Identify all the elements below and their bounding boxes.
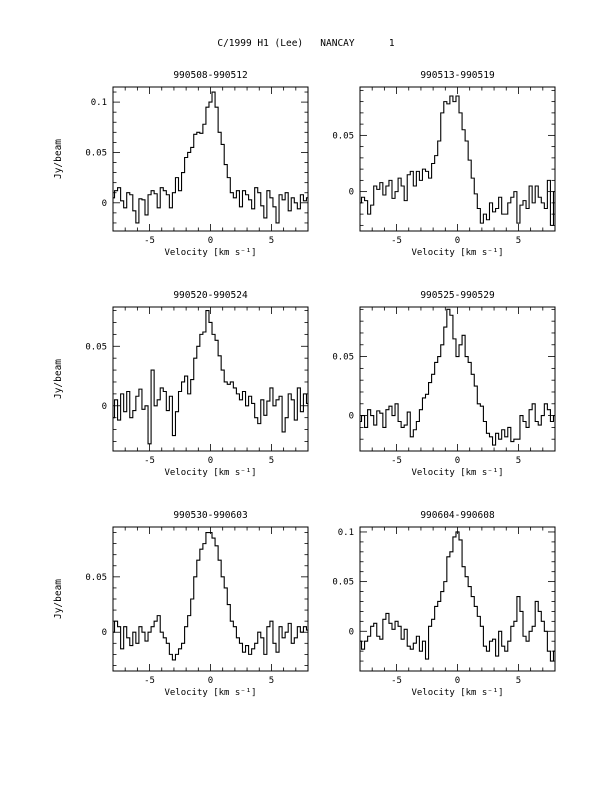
x-axis-label: Velocity [km s⁻¹]: [411, 688, 503, 698]
x-tick-label: 0: [208, 236, 213, 246]
y-tick-label: 0: [102, 402, 107, 412]
x-axis-label: Velocity [km s⁻¹]: [411, 248, 503, 258]
x-tick-label: -5: [391, 236, 402, 246]
x-tick-label: 5: [516, 236, 521, 246]
x-tick-label: 0: [455, 236, 460, 246]
figure-title: C/1999 H1 (Lee) NANCAY 1: [217, 38, 395, 49]
y-tick-label: 0.05: [85, 148, 107, 158]
y-axis-label: Jy/beam: [53, 139, 64, 179]
y-tick-label: 0.05: [332, 131, 354, 141]
y-tick-label: 0: [349, 188, 354, 198]
y-tick-label: 0.1: [338, 528, 354, 538]
x-tick-label: 0: [208, 676, 213, 686]
panel-frame: [359, 86, 556, 232]
panel-title: 990513-990519: [420, 70, 495, 81]
spectrum-line: [113, 531, 308, 661]
panel-frame: [359, 306, 556, 452]
y-axis-label: Jy/beam: [53, 579, 64, 619]
panel-1: 990508-990512 -5 0 5 0 0.05 0.1 Velocity [km s⁻…: [53, 70, 309, 258]
x-tick-label: 5: [269, 456, 274, 466]
y-tick-label: 0.1: [91, 98, 107, 108]
panel-frame: [359, 526, 556, 672]
y-tick-label: 0: [349, 412, 354, 422]
panel-3: 990520-990524 -5 0 5 0 0.05 Velocity [km s⁻¹] J…: [53, 290, 309, 478]
x-tick-label: 5: [269, 676, 274, 686]
panel-title: 990508-990512: [173, 70, 247, 81]
panel-title: 990604-990608: [420, 510, 495, 521]
x-tick-label: 5: [516, 456, 521, 466]
x-tick-label: 0: [455, 456, 460, 466]
x-tick-label: 0: [455, 676, 460, 686]
x-tick-label: 0: [208, 456, 213, 466]
panel-5: 990530-990603 -5 0 5 0 0.05 Velocity [km s⁻¹] J…: [53, 510, 309, 698]
panel-title: 990520-990524: [173, 290, 248, 301]
spectrum-line: [360, 531, 555, 662]
panel-title: 990530-990603: [173, 510, 247, 521]
y-tick-label: 0.05: [85, 342, 107, 352]
x-tick-label: -5: [391, 676, 402, 686]
spectrum-line: [360, 95, 555, 226]
spectrum-line: [113, 91, 308, 224]
y-tick-label: 0: [102, 199, 107, 209]
x-tick-label: -5: [391, 456, 402, 466]
x-axis-label: Velocity [km s⁻¹]: [164, 688, 256, 698]
x-axis-label: Velocity [km s⁻¹]: [164, 248, 256, 258]
panel-frame: [112, 306, 309, 452]
panel-6: 990604-990608 -5 0 5 0 0.05 0.1 Velocity [km s⁻…: [332, 510, 556, 698]
x-tick-label: -5: [144, 456, 155, 466]
y-tick-label: 0: [349, 627, 354, 637]
y-tick-label: 0: [102, 628, 107, 638]
x-tick-label: -5: [144, 236, 155, 246]
y-axis-label: Jy/beam: [53, 359, 64, 399]
y-tick-label: 0.05: [85, 573, 107, 583]
x-axis-label: Velocity [km s⁻¹]: [411, 468, 503, 478]
panel-4: 990525-990529 -5 0 5 0 0.05 Velocity [km s⁻¹]: [332, 290, 556, 478]
panel-2: 990513-990519 -5 0 5 0 0.05 Velocity [km s⁻¹]: [332, 70, 556, 258]
spectrum-line: [360, 308, 555, 446]
y-tick-label: 0.05: [332, 578, 354, 588]
panel-title: 990525-990529: [420, 290, 495, 301]
x-tick-label: -5: [144, 676, 155, 686]
spectrum-line: [113, 310, 308, 445]
x-tick-label: 5: [516, 676, 521, 686]
x-axis-label: Velocity [km s⁻¹]: [164, 468, 256, 478]
y-tick-label: 0.05: [332, 353, 354, 363]
x-tick-label: 5: [269, 236, 274, 246]
